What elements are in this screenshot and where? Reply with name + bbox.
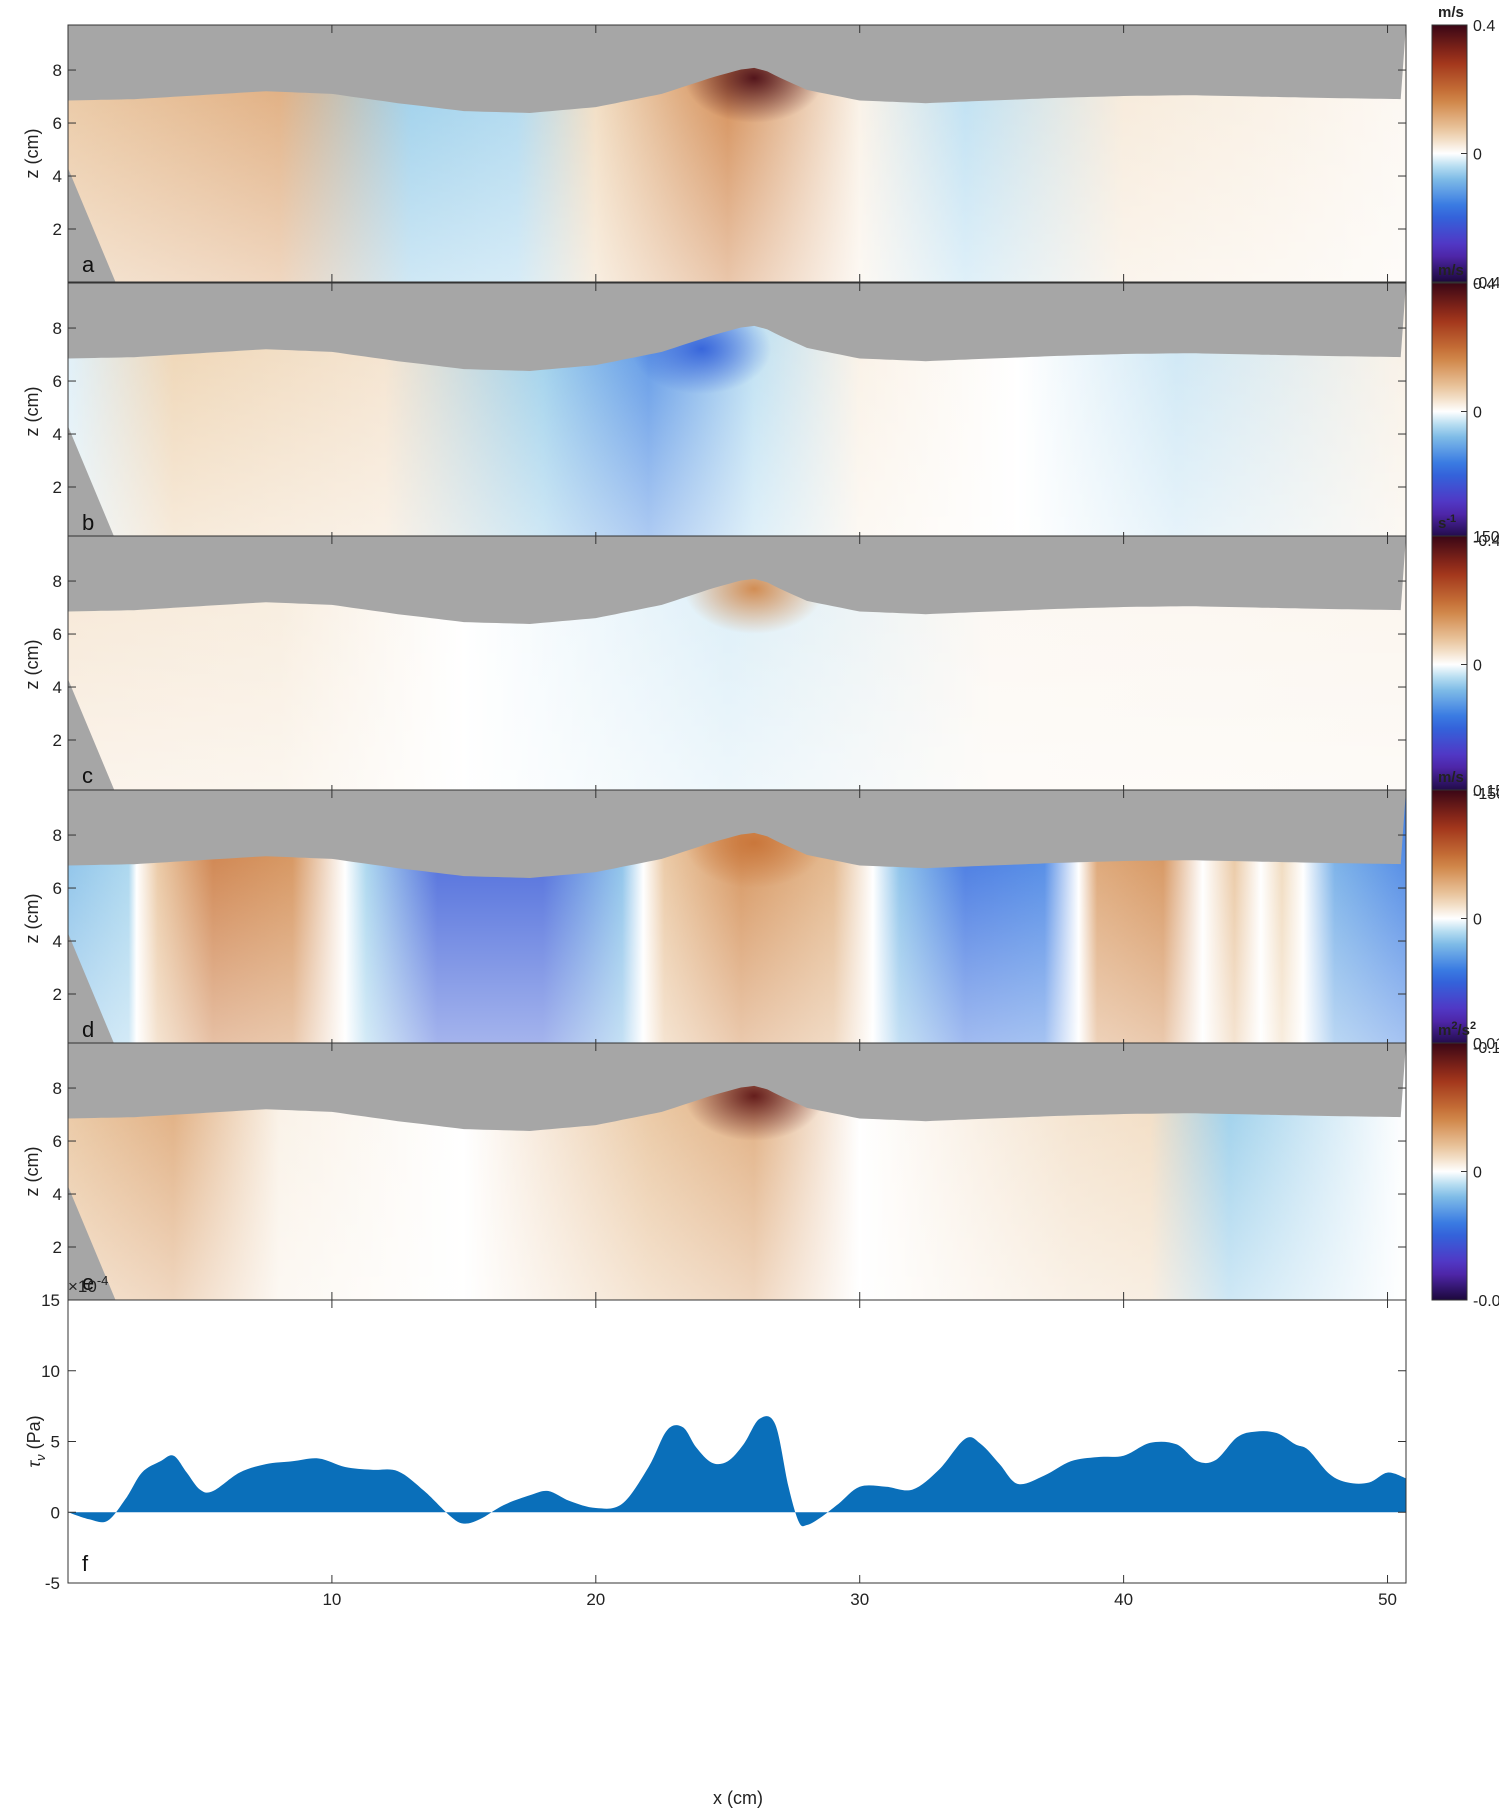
- y-tick-label: 2: [53, 220, 62, 239]
- y-axis-label: z (cm): [22, 129, 42, 179]
- colorbar-unit: m/s: [1438, 4, 1464, 21]
- colorbar-min-label: -0.15: [1473, 1040, 1499, 1057]
- colorbar-mid-label: 0: [1473, 147, 1482, 164]
- air-region: [68, 25, 1406, 113]
- panel-a: 2 4 6 8 z (cm) a 0.4 0 -0.4 m/s: [22, 4, 1499, 292]
- panel-letter: a: [82, 252, 95, 277]
- colorbar-min-label: -0.01: [1473, 1293, 1499, 1310]
- wall-wedge: [68, 679, 116, 793]
- colorbar-min-label: -150: [1473, 786, 1499, 803]
- panel-letter: f: [82, 1551, 89, 1576]
- stress-area: [68, 1416, 1406, 1527]
- axes-box: [67, 1299, 1407, 1584]
- y-tick-label: -5: [45, 1574, 60, 1593]
- air-region: [68, 1043, 1406, 1131]
- panel-letter: d: [82, 1017, 94, 1042]
- colorbar-mid-label: 0: [1473, 912, 1482, 929]
- x-tick-label: 50: [1378, 1590, 1397, 1609]
- y-tick-label: 2: [53, 1238, 62, 1257]
- x-tick-label: 10: [322, 1590, 341, 1609]
- colorbar-max-label: 0.4: [1473, 18, 1495, 35]
- y-tick-label: 8: [53, 61, 62, 80]
- panel-letter: c: [82, 763, 93, 788]
- panel-f: -5 0 5 10 15 10 20 30 40 50 ×10-4 τν (Pa) f: [24, 1273, 1407, 1609]
- y-tick-label: 2: [53, 478, 62, 497]
- y-multiplier: ×10-4: [68, 1273, 108, 1296]
- y-tick-label: 8: [53, 572, 62, 591]
- air-region: [68, 536, 1406, 624]
- x-tick-label: 40: [1114, 1590, 1133, 1609]
- colorbar-mid-label: 0: [1473, 658, 1482, 675]
- air-region: [68, 790, 1406, 878]
- y-axis-label: z (cm): [22, 1147, 42, 1197]
- y-tick-label: 5: [51, 1433, 60, 1452]
- y-tick-label: 6: [53, 114, 62, 133]
- y-axis-label: z (cm): [22, 387, 42, 437]
- colorbar-max-label: 0.01: [1473, 1036, 1499, 1053]
- panel-e: 2 4 6 8 z (cm) e 0.01 0 -0.01 m2/s2: [22, 1020, 1499, 1310]
- y-tick-label: 4: [53, 425, 62, 444]
- colorbar-max-label: 0.15: [1473, 783, 1499, 800]
- colorbar-mid-label: 0: [1473, 1165, 1482, 1182]
- colorbar-max-label: 150: [1473, 529, 1499, 546]
- y-tick-label: 6: [53, 1132, 62, 1151]
- panel-c: 2 4 6 8 z (cm) c 150 0 -150 s-1: [22, 513, 1499, 803]
- y-tick-label: 4: [53, 1185, 62, 1204]
- wall-wedge: [68, 168, 116, 282]
- y-tick-label: 2: [53, 985, 62, 1004]
- y-axis-label: z (cm): [22, 640, 42, 690]
- panel-d: 2 4 6 8 z (cm) d 0.15 0 -0.15 m/s: [22, 769, 1499, 1057]
- colorbar-unit: s-1: [1438, 513, 1456, 532]
- y-tick-label: 6: [53, 372, 62, 391]
- colorbar: [1431, 24, 1468, 283]
- y-tick-label: 8: [53, 1079, 62, 1098]
- y-tick-label: 15: [41, 1291, 60, 1310]
- y-axis-label: τν (Pa): [24, 1415, 48, 1467]
- wall-wedge: [68, 1186, 116, 1300]
- colorbar-max-label: 0.4: [1473, 276, 1495, 293]
- colorbar-min-label: -0.4: [1473, 275, 1499, 292]
- colorbar-mid-label: 0: [1473, 405, 1482, 422]
- panel-b: 2 4 6 8 z (cm) b 0.4 0 -0.4 m/s: [22, 262, 1499, 550]
- y-tick-label: 4: [53, 932, 62, 951]
- y-tick-label: 6: [53, 625, 62, 644]
- x-tick-label: 20: [586, 1590, 605, 1609]
- x-axis-label: x (cm): [713, 1788, 763, 1808]
- axes-box: [67, 24, 1407, 283]
- y-tick-label: 8: [53, 826, 62, 845]
- wall-wedge: [68, 426, 116, 540]
- y-axis-label: z (cm): [22, 894, 42, 944]
- y-tick-label: 10: [41, 1362, 60, 1381]
- y-tick-label: 0: [51, 1503, 60, 1522]
- y-tick-label: 6: [53, 879, 62, 898]
- air-region: [68, 283, 1406, 371]
- panel-letter: b: [82, 510, 94, 535]
- y-tick-label: 2: [53, 731, 62, 750]
- panel-letter: e: [82, 1270, 94, 1295]
- y-tick-label: 8: [53, 319, 62, 338]
- x-tick-label: 30: [850, 1590, 869, 1609]
- colorbar-unit: m2/s2: [1438, 1020, 1476, 1039]
- wall-wedge: [68, 933, 116, 1047]
- colorbar-unit: m/s: [1438, 262, 1464, 279]
- y-tick-label: 4: [53, 678, 62, 697]
- y-tick-label: 4: [53, 167, 62, 186]
- colorbar-min-label: -0.4: [1473, 533, 1499, 550]
- colorbar-unit: m/s: [1438, 769, 1464, 786]
